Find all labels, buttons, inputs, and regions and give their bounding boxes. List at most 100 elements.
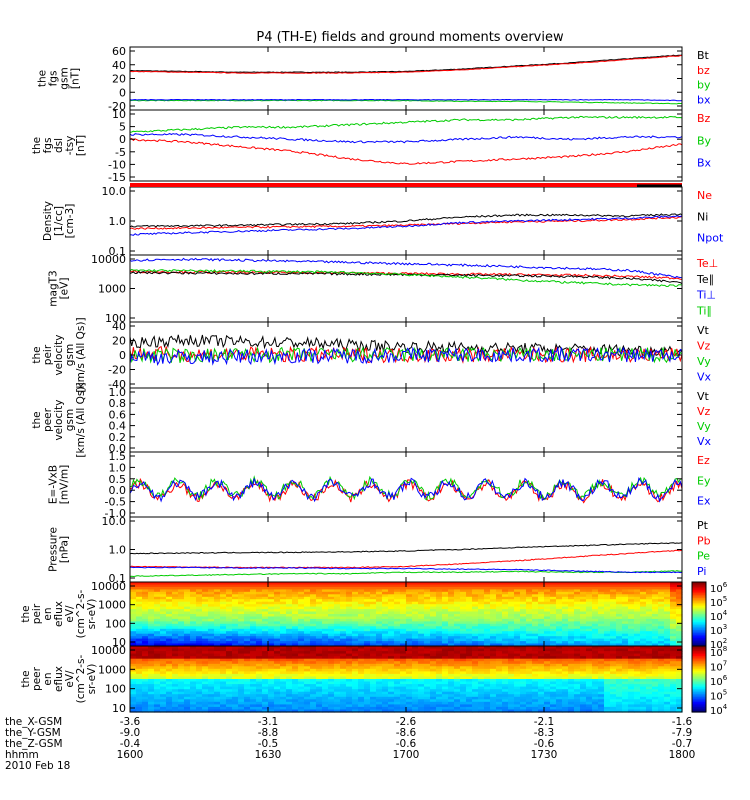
heatmap-cell [166,661,173,665]
heatmap-cell [622,604,629,608]
heatmap-cell [406,663,413,667]
heatmap-cell [292,681,299,685]
heatmap-cell [292,694,299,698]
heatmap-cell [202,651,209,655]
heatmap-cell [340,658,347,662]
heatmap-cell [592,704,599,708]
heatmap-cell [220,604,227,608]
heatmap-cell [436,668,443,672]
heatmap-cell [346,594,353,598]
heatmap-cell [310,594,317,598]
heatmap-cell [478,609,485,613]
heatmap-cell [454,648,461,652]
heatmap-cell [334,586,341,590]
heatmap-cell [148,696,155,700]
heatmap-cell [388,586,395,590]
ytick-label: 0.0 [109,442,127,455]
heatmap-cell [148,582,155,586]
heatmap-cell [196,594,203,598]
heatmap-cell [520,699,527,703]
heatmap-cell [610,701,617,705]
heatmap-cell [322,626,329,630]
heatmap-cell [622,601,629,605]
heatmap-cell [544,689,551,693]
heatmap-cell [484,646,491,650]
heatmap-cell [478,679,485,683]
heatmap-cell [634,599,641,603]
heatmap-cell [484,673,491,677]
heatmap-cell [160,663,167,667]
heatmap-cell [640,658,647,662]
heatmap-cell [382,701,389,705]
heatmap-cell [364,601,371,605]
heatmap-cell [376,631,383,635]
heatmap-cell [148,668,155,672]
heatmap-cell [178,591,185,595]
heatmap-cell [664,591,671,595]
heatmap-cell [550,616,557,620]
heatmap-cell [328,589,335,593]
heatmap-cell [628,661,635,665]
heatmap-cell [664,616,671,620]
heatmap-cell [400,706,407,710]
heatmap-cell [364,591,371,595]
heatmap-cell [520,638,527,642]
heatmap-cell [292,643,299,647]
heatmap-cell [604,591,611,595]
heatmap-cell [148,621,155,625]
heatmap-cell [400,611,407,615]
heatmap-cell [592,604,599,608]
heatmap-cell [394,599,401,603]
heatmap-cell [592,661,599,665]
heatmap-cell [580,661,587,665]
heatmap-cell [382,699,389,703]
heatmap-cell [424,679,431,683]
heatmap-cell [274,616,281,620]
heatmap-cell [640,653,647,657]
heatmap-cell [358,601,365,605]
heatmap-cell [412,626,419,630]
heatmap-cell [484,614,491,618]
heatmap-cell [466,658,473,662]
heatmap-cell [148,596,155,600]
heatmap-cell [376,651,383,655]
legend-label-Vt: Vt [697,390,710,403]
heatmap-cell [370,586,377,590]
heatmap-cell [628,628,635,632]
heatmap-cell [628,704,635,708]
heatmap-cell [616,646,623,650]
heatmap-cell [424,686,431,690]
heatmap-cell [244,656,251,660]
heatmap-cell [406,668,413,672]
heatmap-cell [358,589,365,593]
heatmap-cell [220,684,227,688]
heatmap-cell [286,586,293,590]
heatmap-cell [148,609,155,613]
heatmap-cell [562,596,569,600]
heatmap-cell [208,609,215,613]
heatmap-cell [340,701,347,705]
heatmap-cell [136,628,143,632]
heatmap-cell [472,604,479,608]
heatmap-cell [148,701,155,705]
heatmap-cell [136,586,143,590]
heatmap-cell [364,701,371,705]
heatmap-cell [592,653,599,657]
heatmap-cell [592,623,599,627]
heatmap-cell [184,701,191,705]
heatmap-cell [184,668,191,672]
heatmap-cell [190,636,197,640]
heatmap-cell [652,643,659,647]
heatmap-cell [646,643,653,647]
heatmap-cell [556,601,563,605]
heatmap-cell [580,696,587,700]
heatmap-cell [568,663,575,667]
heatmap-cell [136,641,143,645]
heatmap-cell [352,684,359,688]
heatmap-cell [382,586,389,590]
heatmap-cell [394,609,401,613]
heatmap-cell [316,631,323,635]
heatmap-cell [328,673,335,677]
heatmap-cell [160,604,167,608]
heatmap-cell [382,618,389,622]
